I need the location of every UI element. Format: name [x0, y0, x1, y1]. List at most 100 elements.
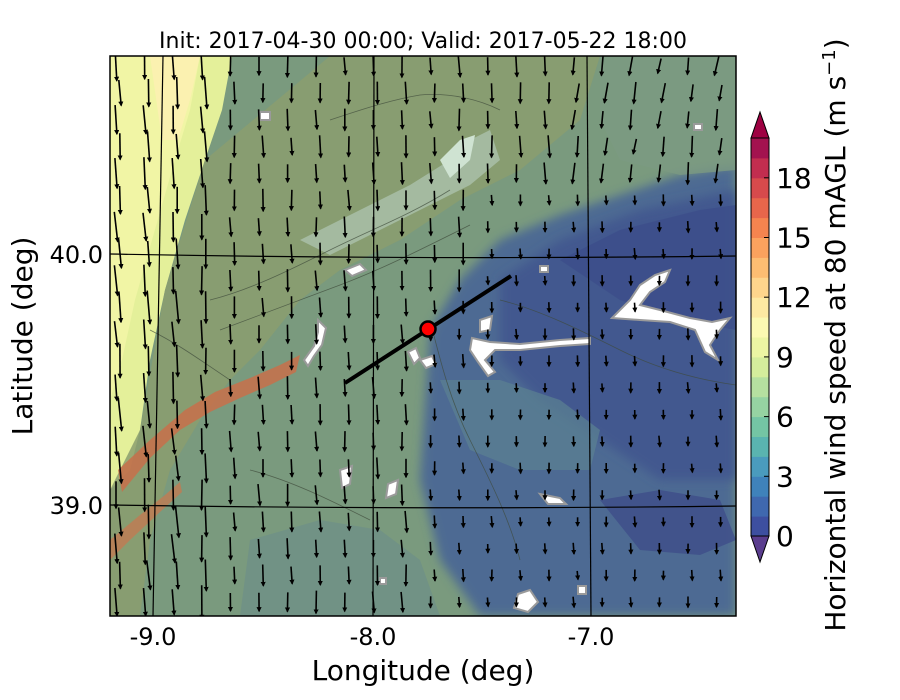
wind-vector-arrow [256, 109, 262, 131]
wind-vector-arrow [146, 240, 152, 268]
wind-vector-arrow [170, 371, 176, 405]
y-tick-label: 40.0 [50, 241, 103, 269]
wind-vector-arrow [199, 56, 205, 81]
wind-vector-arrow [632, 355, 638, 367]
wind-vector-arrow [460, 462, 466, 475]
x-axis-label: Longitude (deg) [312, 654, 535, 687]
wind-vector-arrow [117, 561, 123, 590]
wind-vector-arrow [627, 109, 633, 131]
wind-vector-arrow [456, 596, 462, 609]
wind-vector-arrow [346, 566, 352, 585]
wind-vector-arrow [342, 164, 348, 183]
wind-vector-arrow [314, 377, 320, 399]
wind-vector-arrow [428, 382, 434, 394]
wind-vector-arrow [542, 56, 548, 77]
wind-vector-arrow [174, 400, 180, 430]
wind-vector-arrow [346, 459, 352, 478]
map-grid [110, 56, 736, 616]
wind-vector-arrow [113, 211, 120, 243]
wind-vector-arrow [399, 162, 405, 186]
wind-vector-arrow [432, 300, 438, 315]
plot-area [110, 56, 736, 616]
wind-vector-arrow [113, 321, 120, 348]
colorbar-swatch [751, 257, 769, 278]
wind-vector-arrow [289, 244, 295, 264]
wind-vector-arrow [203, 185, 209, 216]
wind-vector-arrow [712, 56, 720, 77]
wind-vector-arrow [518, 135, 524, 159]
wind-vector-arrow [117, 185, 123, 216]
colorbar-extend-high [750, 110, 770, 139]
colorbar-swatch [751, 237, 769, 258]
wind-vector-arrow [517, 517, 523, 527]
wind-vector-arrow [574, 83, 580, 104]
colorbar-swatch [751, 356, 769, 378]
wind-vector-arrow [256, 431, 263, 452]
wind-vector-arrow [346, 351, 352, 371]
colorbar-swatch [751, 297, 769, 318]
grid-line-lon-minus-8 [372, 56, 375, 616]
wind-vector-arrow [547, 135, 553, 159]
wind-vector-arrow [432, 569, 438, 582]
colorbar-tick-label: 12 [776, 281, 812, 314]
wind-vector-arrow [318, 511, 324, 533]
wind-vector-arrow [289, 459, 295, 478]
wind-vector-arrow [256, 270, 262, 292]
wind-vector-arrow [284, 56, 290, 79]
wind-vector-arrow [685, 382, 691, 395]
wind-vector-arrow [403, 404, 409, 426]
grid-line-lat-40 [110, 253, 736, 259]
wind-vectors [113, 56, 724, 616]
wind-vector-arrow [399, 591, 406, 614]
wind-vector-arrow [228, 217, 234, 238]
wind-vector-arrow [171, 56, 177, 81]
wind-vector-arrow [375, 244, 381, 264]
wind-vector-arrow [513, 543, 519, 555]
wind-vector-arrow [485, 276, 491, 286]
wind-vector-arrow [317, 459, 323, 478]
wind-vector-arrow [256, 218, 262, 237]
wind-vector-arrow [318, 135, 324, 159]
wind-vector-arrow [288, 189, 294, 212]
wind-vector-arrow [199, 106, 206, 134]
plot-frame [109, 55, 737, 617]
colorbar-label-main: Horizontal wind speed at 80 mAGL (m s [819, 76, 852, 632]
wind-vector-arrow [313, 324, 320, 345]
wind-vector-arrow [713, 163, 719, 184]
wind-vector-arrow [174, 455, 181, 482]
wind-vector-arrow [257, 376, 263, 400]
colorbar-swatch [751, 337, 769, 358]
grid-line-lat-39 [110, 504, 736, 509]
wind-vector-arrow [117, 452, 124, 485]
wind-vector-arrow [232, 566, 238, 585]
wind-vector-arrow [114, 158, 120, 190]
wind-vector-arrow [428, 541, 434, 556]
wind-vector-arrow [260, 135, 267, 159]
grid-line-lon-minus-7 [586, 56, 592, 616]
wind-vector-arrow [517, 462, 524, 475]
x-axis: -9.0 -8.0 -7.0 Longitude (deg) [130, 623, 615, 687]
wind-vector-arrow [461, 135, 467, 159]
wind-vector-arrow [489, 83, 495, 104]
colorbar-swatch [751, 217, 769, 238]
wind-vector-arrow [375, 189, 381, 212]
wind-vector-arrow [428, 57, 434, 76]
wind-vector-arrow [342, 270, 348, 292]
wind-vector-arrow [403, 298, 409, 317]
wind-vector-arrow [688, 84, 694, 103]
wind-vector-arrow [542, 543, 548, 555]
wind-vector-arrow [599, 111, 605, 130]
wind-vector-arrow [142, 264, 148, 298]
y-axis-label: Latitude (deg) [6, 237, 39, 436]
wind-vector-arrow [718, 408, 724, 421]
wind-vector-arrow [456, 108, 462, 132]
wind-vector-arrow [232, 457, 238, 480]
wind-vector-arrow [175, 344, 181, 378]
colorbar-label: Horizontal wind speed at 80 mAGL (m s−1) [819, 38, 853, 631]
wind-vector-arrow [717, 84, 723, 102]
wind-vector-arrow [456, 489, 462, 502]
wind-vector-arrow [718, 248, 724, 260]
colorbar-swatch [751, 436, 769, 457]
wind-vector-arrow [513, 328, 520, 341]
